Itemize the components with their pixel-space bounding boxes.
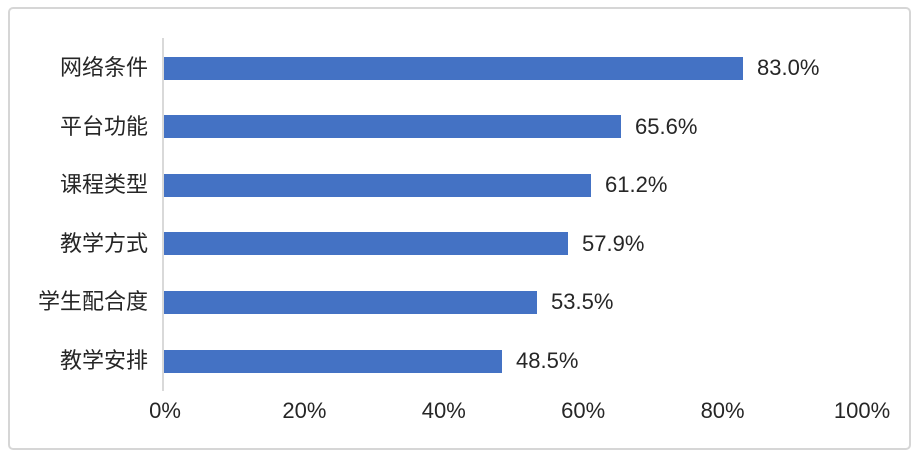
x-axis-tick-label: 40% (421, 398, 466, 423)
category-axis-line (162, 38, 164, 391)
x-axis-tick-label: 100% (833, 398, 891, 423)
bar (164, 232, 568, 256)
x-axis-tick-label: 0% (149, 398, 181, 423)
bar-value-label: 65.6% (635, 113, 698, 139)
bar-value-label: 48.5% (516, 348, 579, 373)
bar-value-label: 57.9% (582, 230, 645, 256)
bar (164, 173, 591, 197)
bar (164, 115, 621, 139)
category-label: 平台功能 (59, 113, 148, 139)
bar (164, 290, 537, 314)
category-label: 网络条件 (59, 55, 148, 80)
category-label: 教学方式 (59, 230, 148, 256)
category-label: 教学安排 (59, 348, 148, 373)
chart-frame (8, 7, 911, 450)
bar (164, 56, 743, 80)
x-axis-tick-label: 80% (700, 398, 745, 423)
category-label: 学生配合度 (37, 289, 148, 315)
bar (164, 349, 502, 373)
bar-value-label: 83.0% (757, 55, 820, 80)
x-axis-tick-label: 60% (561, 398, 606, 423)
category-label: 课程类型 (59, 172, 148, 198)
x-axis-tick-label: 20% (282, 398, 327, 423)
bar-value-label: 61.2% (605, 172, 668, 198)
bar-value-label: 53.5% (551, 289, 614, 315)
